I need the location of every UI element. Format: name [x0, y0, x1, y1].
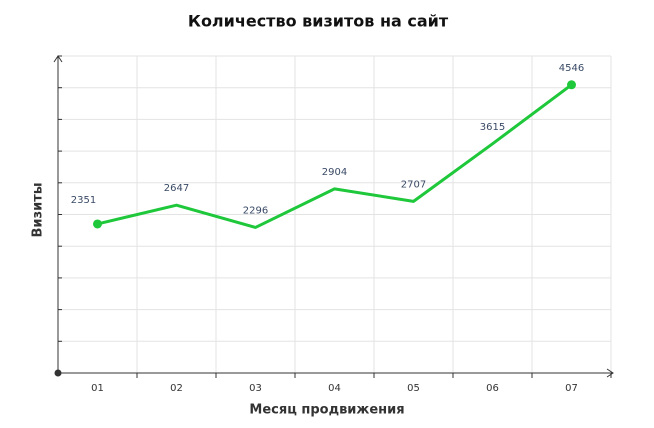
x-axis-arrow — [606, 368, 614, 378]
data-label: 4546 — [559, 63, 584, 74]
x-axis-label: Месяц продвижения — [249, 403, 404, 418]
point-marker — [567, 80, 576, 90]
point-marker — [93, 219, 102, 229]
data-label: 3615 — [480, 122, 505, 133]
chart-title: Количество визитов на сайт — [188, 12, 449, 31]
data-label: 2351 — [71, 195, 96, 206]
x-tick-label: 01 — [91, 383, 104, 394]
x-tick-label: 07 — [565, 383, 578, 394]
data-label: 2647 — [164, 183, 189, 194]
origin-dot — [54, 369, 62, 377]
x-tick-label: 02 — [170, 383, 183, 394]
data-label: 2296 — [243, 205, 268, 216]
x-tick-label: 03 — [249, 383, 262, 394]
y-axis-label: Визиты — [31, 183, 46, 238]
y-axis-arrow — [53, 55, 63, 63]
x-tick-label: 05 — [407, 383, 420, 394]
x-tick-label: 04 — [328, 383, 341, 394]
data-label: 2707 — [401, 179, 426, 190]
x-tick-label: 06 — [486, 383, 499, 394]
data-label: 2904 — [322, 167, 347, 178]
data-line — [97, 83, 573, 229]
